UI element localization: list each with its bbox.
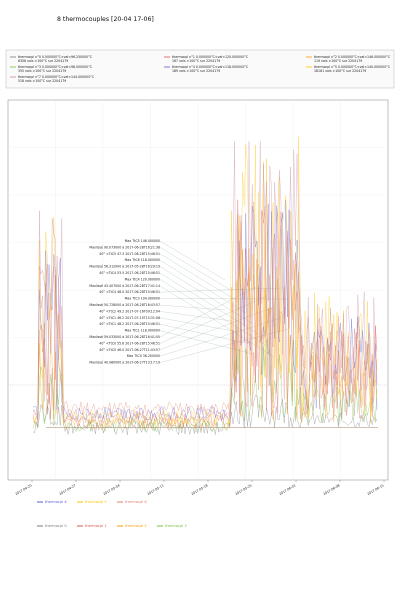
annotation-text: Maxlissé 40.980000 à 2017-06-27T13:17:19 [89, 361, 160, 365]
annotation-text: Maxlissé 59.033000 à 2017-06-28T16:41:55 [89, 335, 160, 339]
top-legend: thermocpl n°0 0.000000°C<val<96.250000°C… [10, 55, 391, 83]
annotation-text: Max TtC1 118.000000 [125, 329, 160, 333]
legend-count: 167 vals >100°C sur 2204179 [172, 59, 220, 63]
legend-label: thermocpl 2 [125, 524, 147, 528]
bottom-legend-row-1: thermocpl 4 thermocpl 5 thermocpl 6 [37, 500, 147, 504]
x-ticks: 2017-04-20 2017-04-27 2017-05-04 2017-05-11… [14, 480, 385, 496]
annotation-text: 40° <TtC1 46.2 2017-07-15T15:31:06 [99, 316, 160, 320]
x-tick-label: 2017-04-20 [14, 483, 32, 496]
legend-count: 6308 vals >100°C sur 2204179 [18, 59, 68, 63]
x-tick-label: 2017-04-27 [58, 483, 76, 496]
series-line-t5 [32, 136, 378, 426]
x-tick-label: 2017-05-04 [102, 483, 120, 496]
legend-text: thermocpl n°0 0.000000°C<val<96.250000°C [18, 55, 93, 59]
annotation-connector [159, 295, 268, 344]
legend-label: thermocpl 5 [85, 500, 107, 504]
x-tick-label: 2017-06-01 [278, 483, 296, 496]
annotations: Max TtC5 146.000000 Maxlissé 90.073000 à … [89, 239, 289, 365]
annotation-text: 40° <TtC5 47.3 2017-06-28T15:46:51 [99, 252, 160, 256]
annotation-text: Maxlissé 90.073000 à 2017-06-28T16:21:38 [89, 245, 160, 249]
legend-label: thermocpl 4 [45, 500, 67, 504]
annotation-connector [159, 304, 226, 311]
annotation-connector [159, 272, 261, 336]
top-legend-box [5, 49, 395, 89]
annotation-connector [159, 328, 289, 363]
legend-text: thermocpl n°4 0.000000°C<val<118.000000°… [172, 65, 249, 69]
annotation-connector [159, 311, 233, 322]
legend-text: thermocpl n°1 0.000000°C<val<120.000000°… [172, 55, 249, 59]
series-line-t6 [32, 201, 378, 416]
x-tick-label: 2017-05-11 [146, 483, 164, 496]
legend-label: thermocpl 6 [125, 500, 147, 504]
annotation-text: Maxlissé 43.407000 à 2017-06-28T17:41:14 [89, 284, 160, 288]
x-tick-label: 2017-05-18 [190, 483, 208, 496]
legend-count: 355 vals >100°C sur 2204179 [18, 69, 66, 73]
annotation-text: 40° <TtC4 53.5 2017-06-28T15:46:51 [99, 271, 160, 275]
annotation-text: Maxlissé 56.312000 à 2017-05-28T16:29:19 [89, 265, 160, 269]
legend-count: 189 vals >100°C sur 2204179 [172, 69, 220, 73]
series-line-t2 [32, 249, 378, 431]
annotation-text: Maxlissé 50.728000 à 2017-06-28T16:43:57 [89, 303, 160, 307]
annotation-connector [159, 240, 226, 281]
annotation-connector [159, 266, 254, 325]
annotation-text: 40° <TtC0 46.0 2017-06-27T11:43:57 [99, 348, 160, 352]
annotation-text: Max TtC5 146.000000 [125, 239, 160, 243]
annotation-text: 40° <TtC0 55.6 2017-06-28T15:46:51 [99, 341, 160, 345]
annotation-connector [159, 317, 240, 333]
x-tick-label: 2017-06-08 [322, 483, 340, 496]
legend-count: 119 vals >100°C sur 2204179 [314, 59, 362, 63]
legend-text: thermocpl n°5 0.000000°C<val<140.000000°… [314, 65, 391, 69]
legend-text: thermocpl n°7 0.000000°C<val<144.000000°… [18, 75, 95, 79]
annotation-text: Max TtC3 104.000000 [125, 297, 160, 301]
legend-text: thermocpl n°3 0.000000°C<val<98.000000°C [18, 65, 93, 69]
annotation-text: 40° <TtC2 49.2 2017-07-16T09:12:04 [99, 309, 160, 313]
annotation-connector [159, 253, 240, 303]
bottom-legend-row-2: thermocpl 0 thermocpl 1 thermocpl 2 thermoc… [37, 524, 187, 528]
annotation-text: 40° <TtC1 48.2 2017-06-28T15:46:51 [99, 322, 160, 326]
annotation-text: Max TtC4 120.000000 [125, 277, 160, 281]
series-line-t7 [32, 141, 378, 424]
series-line-t1 [32, 199, 378, 428]
legend-text: thermocpl n°2 0.000000°C<val<146.000000°… [314, 55, 391, 59]
legend-count: 18181 vals >100°C sur 2204179 [314, 69, 366, 73]
annotation-text: 40° <TtC4 46.0 2017-06-28T15:46:51 [99, 290, 160, 294]
x-tick-label: 2017-06-15 [366, 483, 384, 496]
annotation-connector [159, 247, 233, 292]
legend-label: thermocpl 3 [165, 524, 187, 528]
annotation-connector [159, 279, 268, 347]
series-group [32, 136, 378, 436]
legend-count: 518 vals >100°C sur 2204179 [18, 79, 66, 83]
annotation-text: Max TtC6 118.000000 [125, 258, 160, 262]
legend-label: thermocpl 1 [85, 524, 107, 528]
annotation-text: Max TtC0 36.200000 [127, 354, 160, 358]
x-tick-label: 2017-05-25 [234, 483, 252, 496]
legend-label: thermocpl 0 [45, 524, 67, 528]
chart-title: 8 thermocouples [20-04 17-06] [57, 16, 154, 23]
series-line-t0 [32, 394, 378, 436]
